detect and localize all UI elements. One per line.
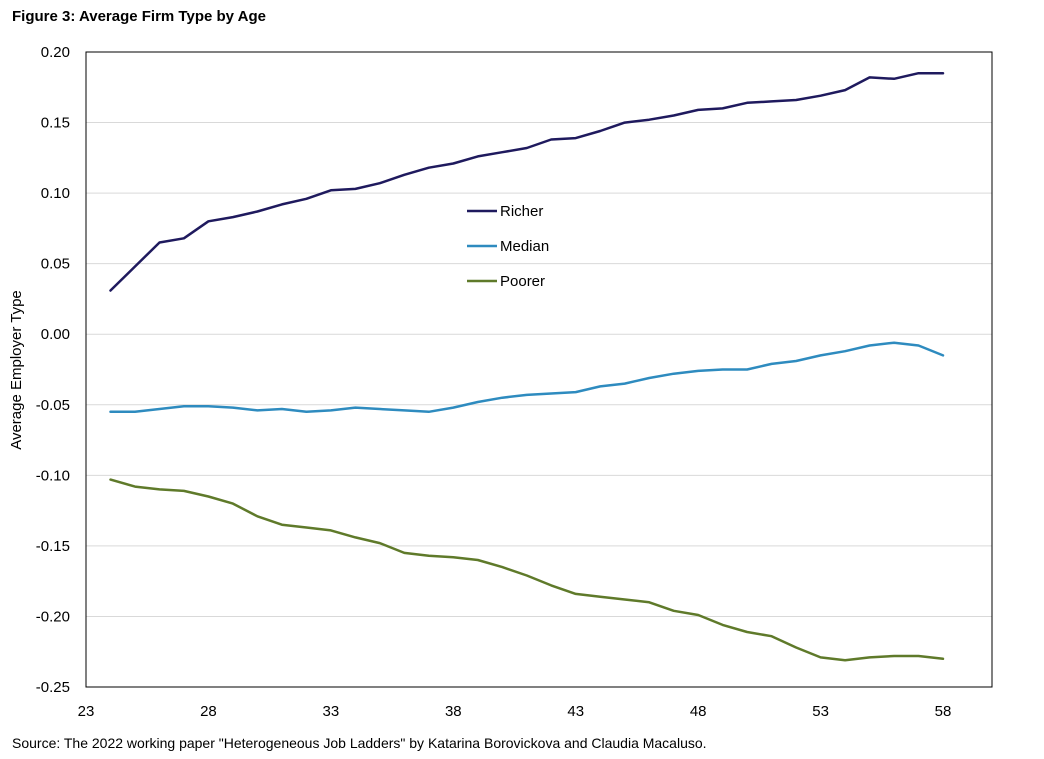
source-note: Source: The 2022 working paper "Heteroge… <box>12 735 707 751</box>
series-line-poorer <box>109 478 945 662</box>
y-tick-label: -0.15 <box>36 538 70 555</box>
legend-label-richer: Richer <box>500 203 543 220</box>
x-axis-ticks: 23 28 33 38 43 48 53 58 <box>78 703 952 720</box>
y-tick-label: -0.25 <box>36 679 70 696</box>
x-tick-label: 48 <box>690 703 707 720</box>
series-line-richer <box>109 71 945 292</box>
series-lines <box>109 71 945 662</box>
y-tick-label: 0.00 <box>41 326 70 343</box>
series-line-median <box>109 341 945 414</box>
x-tick-label: 58 <box>935 703 952 720</box>
plot-border <box>85 51 993 688</box>
x-tick-label: 33 <box>323 703 340 720</box>
x-tick-label: 43 <box>567 703 584 720</box>
y-axis-label: Average Employer Type <box>8 290 25 450</box>
y-tick-label: 0.10 <box>41 185 70 202</box>
legend-label-poorer: Poorer <box>500 273 545 290</box>
y-tick-label: 0.05 <box>41 256 70 273</box>
y-tick-label: -0.20 <box>36 608 70 625</box>
legend-label-median: Median <box>500 238 549 255</box>
plot-frame <box>85 51 993 688</box>
y-axis-ticks: 0.20 0.15 0.10 0.05 0.00 -0.05 -0.10 -0.15 -0.20… <box>36 44 70 696</box>
figure-title: Figure 3: Average Firm Type by Age <box>12 8 266 25</box>
x-tick-label: 23 <box>78 703 95 720</box>
y-tick-label: 0.15 <box>41 115 70 132</box>
legend: Richer Median Poorer <box>467 203 549 290</box>
x-tick-label: 38 <box>445 703 462 720</box>
gridlines <box>86 51 992 688</box>
y-tick-label: 0.20 <box>41 44 70 61</box>
y-tick-label: -0.10 <box>36 467 70 484</box>
x-tick-label: 28 <box>200 703 217 720</box>
x-tick-label: 53 <box>812 703 829 720</box>
y-tick-label: -0.05 <box>36 397 70 414</box>
